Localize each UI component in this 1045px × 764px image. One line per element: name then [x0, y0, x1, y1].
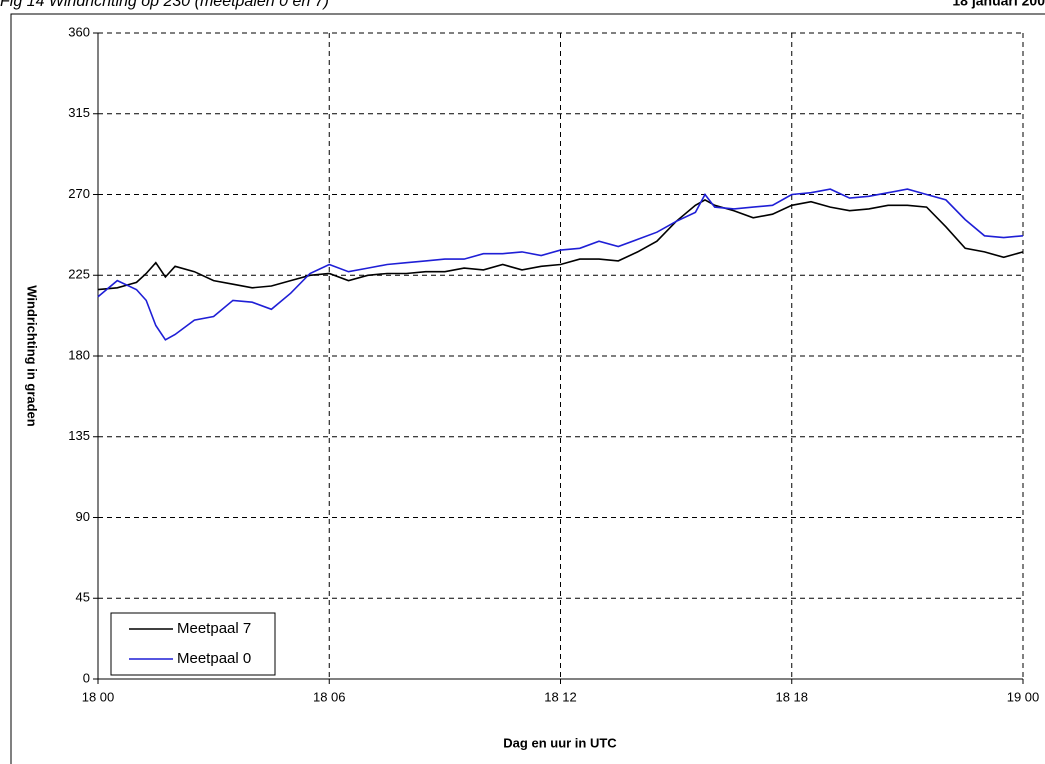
chart-date: 18 januari 200	[952, 0, 1045, 9]
y-tick-label: 225	[68, 267, 90, 282]
y-axis-label: Windrichting in graden	[25, 285, 40, 426]
data-line	[97, 198, 1024, 291]
x-tick-label: 18 00	[82, 689, 115, 704]
y-tick-label: 90	[76, 509, 90, 524]
legend-label: Meetpaal 0	[177, 650, 251, 667]
x-tick-label: 18 18	[775, 689, 808, 704]
y-tick-label: 180	[68, 347, 90, 362]
chart-frame	[10, 13, 1045, 764]
y-tick-label: 0	[83, 670, 90, 685]
y-tick-label: 45	[76, 590, 90, 605]
y-tick-label: 360	[68, 24, 90, 39]
chart-title: Fig 14 Windrichting op 230 (meetpalen 0 …	[0, 0, 329, 10]
legend-label: Meetpaal 7	[177, 620, 251, 637]
y-tick-label: 135	[68, 428, 90, 443]
y-tick-label: 270	[68, 186, 90, 201]
x-tick-label: 19 00	[1007, 689, 1040, 704]
x-tick-label: 18 06	[313, 689, 346, 704]
data-line	[97, 188, 1024, 341]
y-tick-label: 315	[68, 105, 90, 120]
legend-box	[110, 612, 276, 676]
x-tick-label: 18 12	[544, 689, 577, 704]
x-axis-label: Dag en uur in UTC	[503, 735, 617, 750]
